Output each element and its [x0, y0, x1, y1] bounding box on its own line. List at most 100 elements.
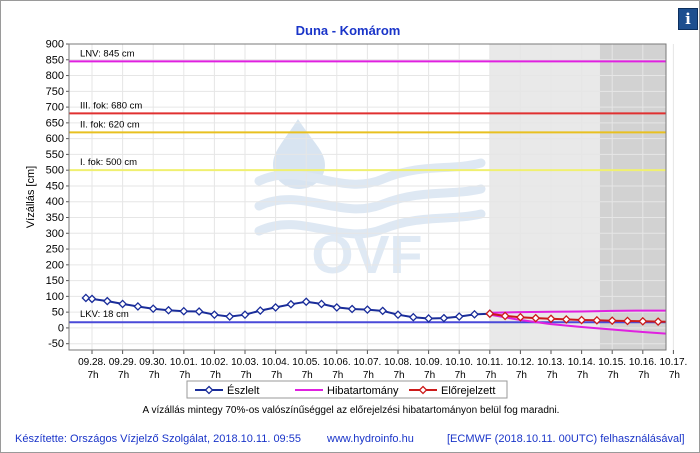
plot-border [68, 43, 667, 351]
y-tick-label: 500 [46, 165, 64, 177]
observed-point [240, 310, 250, 320]
x-tick-date: 09.29. [109, 357, 137, 368]
forecast-point [531, 313, 541, 323]
info-icon[interactable]: i [678, 8, 698, 30]
watermark-wave-shape [254, 158, 486, 189]
observed-point [393, 310, 403, 320]
x-tick-time: 7h [149, 370, 160, 381]
x-tick-time: 7h [271, 370, 282, 381]
y-tick-label: 150 [46, 275, 64, 287]
threshold-label: II. fok: 620 cm [80, 119, 140, 130]
observed-point [148, 304, 158, 314]
y-tick-label: 600 [46, 133, 64, 145]
x-tick-date: 10.17. [659, 357, 687, 368]
x-tick-time: 7h [87, 370, 98, 381]
x-tick-date: 10.02. [200, 357, 228, 368]
observed-point [271, 302, 281, 312]
x-tick-date: 10.14. [568, 357, 596, 368]
x-tick-time: 7h [179, 370, 190, 381]
x-tick-time: 7h [302, 370, 313, 381]
threshold-label: LNV: 845 cm [80, 48, 135, 59]
y-tick-label: 250 [46, 244, 64, 256]
observed-point [347, 304, 357, 314]
observed-point [378, 306, 388, 316]
y-tick-label: 750 [46, 86, 64, 98]
error-band-upper [489, 309, 666, 314]
y-tick-label: 100 [46, 291, 64, 303]
y-tick-label: 350 [46, 212, 64, 224]
x-tick-time: 7h [363, 370, 374, 381]
legend-label: Előrejelzett [441, 385, 495, 397]
y-tick-label: 200 [46, 259, 64, 271]
y-tick-label: 900 [46, 39, 64, 51]
observed-point [225, 312, 235, 321]
y-tick-label: 400 [46, 196, 64, 208]
y-tick-label: 50 [52, 307, 64, 319]
observed-point [408, 312, 418, 322]
x-tick-date: 10.04. [262, 357, 290, 368]
observed-point [194, 307, 204, 316]
y-axis-label: Vízállás [cm] [25, 166, 37, 228]
x-tick-date: 10.15. [598, 357, 626, 368]
observed-point [317, 299, 326, 309]
forecast-point [546, 314, 556, 324]
forecast-point [561, 314, 571, 324]
threshold-label: LKV: 18 cm [80, 309, 129, 320]
y-tick-label: 550 [46, 149, 64, 161]
observed-point [332, 302, 342, 312]
x-tick-date: 10.10. [445, 357, 473, 368]
x-tick-time: 7h [118, 370, 129, 381]
forecast-point [653, 317, 663, 327]
x-tick-date: 10.11. [476, 357, 503, 368]
observed-point [81, 293, 91, 303]
x-tick-date: 10.12. [506, 357, 534, 368]
footer-url[interactable]: www.hydroinfo.hu [327, 433, 414, 445]
legend-marker [204, 385, 214, 395]
observed-point [362, 305, 372, 315]
legend-label: Észlelt [227, 384, 259, 397]
observed-point [209, 310, 219, 320]
forecast-point [607, 316, 617, 326]
x-tick-date: 10.06. [323, 357, 351, 368]
x-tick-time: 7h [638, 370, 649, 381]
x-tick-date: 10.09. [415, 357, 443, 368]
x-tick-date: 10.16. [629, 357, 657, 368]
legend: Észlelt Hibatartomány Előrejelzett [186, 380, 508, 399]
y-tick-label: 300 [46, 228, 64, 240]
series-layer [81, 293, 666, 335]
threshold-label: III. fok: 680 cm [80, 100, 142, 111]
legend-label: Hibatartomány [327, 385, 399, 397]
observed-point [87, 294, 97, 304]
y-tick-label: 450 [46, 180, 64, 192]
x-tick-date: 10.05. [292, 357, 320, 368]
forecast-point [485, 309, 495, 319]
forecast-point [515, 312, 525, 322]
observed-point [179, 306, 189, 316]
forecast-point [638, 316, 648, 326]
x-tick-date: 10.01. [170, 357, 198, 368]
x-tick-time: 7h [577, 370, 588, 381]
footer-model: [ECMWF (2018.10.11. 00UTC) felhasználásá… [447, 433, 685, 445]
observed-point [255, 306, 265, 315]
y-tick-label: 800 [46, 70, 64, 82]
observed-point [102, 296, 112, 306]
hydrograph-chart: Duna - Komárom OVF-500501001502002503003… [25, 23, 687, 399]
x-tick-date: 09.30. [139, 357, 167, 368]
forecast-point [623, 316, 632, 326]
x-tick-time: 7h [608, 370, 619, 381]
observed-point [439, 313, 449, 323]
x-tick-time: 7h [393, 370, 404, 381]
y-tick-label: -50 [48, 338, 64, 350]
threshold-label: I. fok: 500 cm [80, 157, 137, 168]
x-tick-time: 7h [455, 370, 466, 381]
legend-marker [418, 385, 428, 395]
forecast-point [592, 315, 602, 325]
observed-point [454, 312, 464, 321]
x-tick-date: 10.07. [353, 357, 381, 368]
x-tick-time: 7h [485, 370, 496, 381]
chart-title: Duna - Komárom [296, 23, 401, 38]
x-tick-date: 10.13. [537, 357, 565, 368]
forecast-point [500, 311, 510, 321]
y-tick-label: 0 [58, 322, 64, 334]
